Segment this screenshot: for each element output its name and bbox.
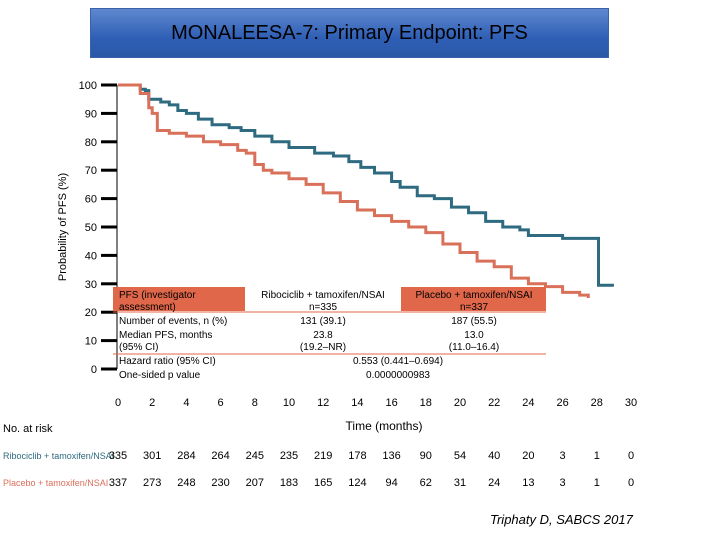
table-row-label: Median PFS, months (95% CI) (119, 330, 212, 353)
at-risk-value: 0 (628, 477, 634, 489)
x-tick-label: 30 (625, 397, 637, 409)
y-tick-label: 80 (85, 137, 97, 149)
at-risk-heading: No. at risk (3, 423, 53, 435)
y-tick-label: 90 (85, 108, 97, 120)
table-cell: 13.0 (11.0–16.4) (449, 330, 499, 353)
at-risk-value: 165 (314, 477, 332, 489)
at-risk-value: 1 (594, 450, 600, 462)
y-axis-label: Probability of PFS (%) (57, 173, 69, 281)
at-risk-value: 301 (143, 450, 161, 462)
x-tick-label: 2 (149, 397, 155, 409)
at-risk-value: 284 (177, 450, 195, 462)
table-header-label: PFS (investigator assessment) (119, 290, 196, 313)
at-risk-value: 94 (385, 477, 397, 489)
at-risk-value: 62 (420, 477, 432, 489)
y-tick-label: 20 (85, 307, 97, 319)
placebo-curve (118, 83, 590, 298)
at-risk-row-label: Placebo + tamoxifen/NSAI (3, 478, 108, 488)
at-risk-value: 230 (211, 477, 229, 489)
table-row-label: Number of events, n (%) (119, 316, 227, 327)
at-risk-value: 1 (594, 477, 600, 489)
at-risk-value: 136 (382, 450, 400, 462)
table-cell: 23.8 (19.2–NR) (300, 330, 346, 353)
y-tick-label: 100 (79, 80, 97, 92)
table-header-arm2: Placebo + tamoxifen/NSAI n=337 (415, 290, 532, 313)
at-risk-value: 337 (109, 477, 127, 489)
at-risk-value: 219 (314, 450, 332, 462)
at-risk-value: 183 (280, 477, 298, 489)
title-text: MONALEESA-7: Primary Endpoint: PFS (171, 21, 528, 44)
x-tick-label: 22 (488, 397, 500, 409)
y-tick-label: 10 (85, 336, 97, 348)
y-tick-label: 30 (85, 279, 97, 291)
table-header-cell (401, 287, 546, 311)
at-risk-value: 3 (560, 450, 566, 462)
slide-title: MONALEESA-7: Primary Endpoint: PFS (90, 8, 609, 58)
table-header-cell (113, 287, 245, 311)
x-tick-label: 12 (317, 397, 329, 409)
at-risk-value: 90 (420, 450, 432, 462)
at-risk-value: 264 (211, 450, 229, 462)
y-tick-label: 60 (85, 194, 97, 206)
x-tick-label: 14 (351, 397, 363, 409)
x-axis-label: Time (months) (346, 419, 423, 433)
table-header-cell (246, 287, 400, 311)
at-risk-value: 20 (522, 450, 534, 462)
y-tick-label: 50 (85, 222, 97, 234)
y-tick-label: 70 (85, 165, 97, 177)
ribociclib-curve (118, 83, 614, 287)
x-tick-label: 6 (218, 397, 224, 409)
at-risk-value: 248 (177, 477, 195, 489)
at-risk-value: 13 (522, 477, 534, 489)
table-cell: 0.0000000983 (366, 370, 430, 381)
x-tick-label: 16 (385, 397, 397, 409)
table-cell: 187 (55.5) (451, 316, 497, 327)
at-risk-value: 40 (488, 450, 500, 462)
y-tick-label: 40 (85, 250, 97, 262)
x-tick-label: 4 (183, 397, 189, 409)
at-risk-value: 273 (143, 477, 161, 489)
y-tick-label: 0 (91, 364, 97, 376)
x-tick-label: 20 (454, 397, 466, 409)
table-row-label: One-sided p value (119, 370, 201, 381)
credit-text: Triphaty D, SABCS 2017 (490, 512, 633, 527)
x-tick-label: 28 (591, 397, 603, 409)
at-risk-value: 0 (628, 450, 634, 462)
at-risk-value: 31 (454, 477, 466, 489)
x-tick-label: 8 (252, 397, 258, 409)
at-risk-value: 335 (109, 450, 127, 462)
at-risk-value: 245 (246, 450, 264, 462)
table-cell: 131 (39.1) (300, 316, 346, 327)
at-risk-value: 235 (280, 450, 298, 462)
at-risk-value: 207 (246, 477, 264, 489)
x-tick-label: 0 (115, 397, 121, 409)
at-risk-value: 124 (348, 477, 366, 489)
at-risk-value: 24 (488, 477, 500, 489)
at-risk-value: 3 (560, 477, 566, 489)
x-tick-label: 18 (420, 397, 432, 409)
at-risk-row-label: Ribociclib + tamoxifen/NSAI (3, 451, 114, 461)
x-tick-label: 24 (522, 397, 534, 409)
at-risk-value: 54 (454, 450, 466, 462)
table-cell: 0.553 (0.441–0.694) (353, 356, 443, 367)
at-risk-value: 178 (348, 450, 366, 462)
table-row-label: Hazard ratio (95% CI) (119, 356, 216, 367)
x-tick-label: 26 (556, 397, 568, 409)
x-tick-label: 10 (283, 397, 295, 409)
table-header-arm1: Ribociclib + tamoxifen/NSAI n=335 (261, 290, 385, 313)
